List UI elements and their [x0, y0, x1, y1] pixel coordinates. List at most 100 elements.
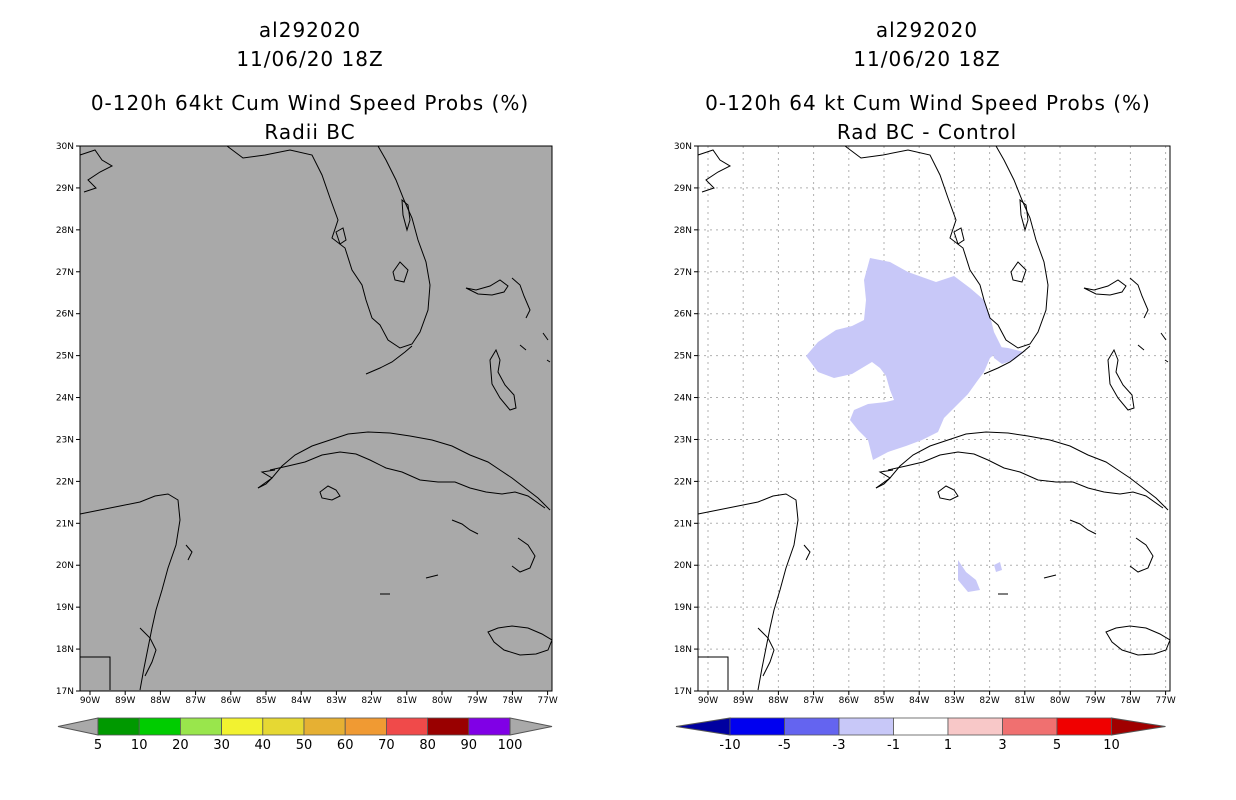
- lat-label: 19N: [56, 603, 74, 613]
- lat-label: 27N: [56, 268, 74, 278]
- lat-label: 29N: [674, 184, 692, 194]
- lat-label: 26N: [56, 310, 74, 320]
- right-colorbar: -10 -5 -3 -1 1 3 5 10: [675, 717, 1166, 753]
- lon-label: 84W: [291, 696, 311, 706]
- colorbar-high-triangle: [509, 717, 553, 736]
- lat-label: 22N: [674, 477, 692, 487]
- colorbar-swatch: [427, 717, 470, 736]
- colorbar-label: 5: [1053, 738, 1061, 753]
- colorbar-swatch: [893, 717, 949, 736]
- colorbar-label: 50: [296, 738, 313, 753]
- left-axis-ticks: 30N 29N 28N 27N 26N 25N 24N 23N 22N 21N 20N 19N 18N 1…: [56, 142, 558, 706]
- lat-label: 18N: [674, 645, 692, 655]
- lon-label: 89W: [115, 696, 135, 706]
- colorbar-swatch: [947, 717, 1003, 736]
- colorbar-swatch: [344, 717, 387, 736]
- colorbar-high-triangle: [1111, 717, 1166, 736]
- colorbar-swatch: [303, 717, 346, 736]
- right-title-date: 11/06/20 18Z: [853, 47, 1001, 71]
- left-map: 30N 29N 28N 27N 26N 25N 24N 23N 22N 21N 20N 19N 18N 1…: [56, 142, 558, 753]
- lat-label: 27N: [674, 268, 692, 278]
- lon-label: 78W: [502, 696, 522, 706]
- lon-label: 81W: [397, 696, 417, 706]
- right-map: 30N 29N 28N 27N 26N 25N 24N 23N 22N 21N 20N 19N 18N 1…: [674, 142, 1176, 753]
- lat-label: 30N: [674, 142, 692, 152]
- lon-label: 83W: [326, 696, 346, 706]
- lon-label: 77W: [1155, 696, 1175, 706]
- colorbar-label: 40: [255, 738, 272, 753]
- lon-label: 90W: [80, 696, 100, 706]
- lon-label: 87W: [803, 696, 823, 706]
- colorbar-swatch: [385, 717, 428, 736]
- colorbar-label: 1: [944, 738, 952, 753]
- lon-label: 82W: [361, 696, 381, 706]
- right-map-frame: [697, 145, 1171, 692]
- colorbar-swatch: [729, 717, 785, 736]
- lat-label: 23N: [56, 435, 74, 445]
- left-map-background: [80, 146, 552, 691]
- lat-label: 24N: [56, 394, 74, 404]
- right-title-subtitle: Rad BC - Control: [836, 120, 1018, 144]
- lon-label: 84W: [909, 696, 929, 706]
- lon-label: 80W: [432, 696, 452, 706]
- lat-label: 20N: [674, 561, 692, 571]
- colorbar-swatch: [468, 717, 511, 736]
- lat-label: 28N: [674, 226, 692, 236]
- lon-label: 81W: [1015, 696, 1035, 706]
- right-coastlines: [697, 145, 1171, 691]
- lon-label: 85W: [874, 696, 894, 706]
- lat-label: 26N: [674, 310, 692, 320]
- colorbar-swatch: [262, 717, 305, 736]
- right-gridlines: [698, 145, 1170, 692]
- right-axis-ticks: 30N 29N 28N 27N 26N 25N 24N 23N 22N 21N 20N 19N 18N 1…: [674, 142, 1176, 706]
- colorbar-label: 100: [498, 738, 523, 753]
- lat-label: 30N: [56, 142, 74, 152]
- colorbar-label: 20: [172, 738, 189, 753]
- lat-label: 25N: [56, 352, 74, 362]
- right-shaded-region: [806, 258, 1024, 592]
- lon-label: 85W: [256, 696, 276, 706]
- left-colorbar: 5 10 20 30 40 50 60 70 80 90 100: [57, 717, 553, 753]
- colorbar-swatch: [97, 717, 140, 736]
- lat-label: 21N: [56, 519, 74, 529]
- lon-label: 87W: [185, 696, 205, 706]
- lat-label: 20N: [56, 561, 74, 571]
- colorbar-low-triangle: [675, 717, 731, 736]
- lat-label: 19N: [674, 603, 692, 613]
- colorbar-swatch: [838, 717, 894, 736]
- lon-label: 88W: [768, 696, 788, 706]
- lon-label: 89W: [733, 696, 753, 706]
- lon-label: 90W: [698, 696, 718, 706]
- colorbar-label: 70: [378, 738, 395, 753]
- lon-label: 78W: [1120, 696, 1140, 706]
- left-title-subtitle: Radii BC: [264, 120, 356, 144]
- left-map-frame: [79, 145, 553, 692]
- colorbar-label: 10: [131, 738, 148, 753]
- colorbar-label: 3: [998, 738, 1006, 753]
- colorbar-low-triangle: [57, 717, 99, 736]
- lon-label: 79W: [467, 696, 487, 706]
- lon-label: 86W: [221, 696, 241, 706]
- colorbar-swatch: [1056, 717, 1112, 736]
- lon-label: 80W: [1050, 696, 1070, 706]
- lat-label: 23N: [674, 435, 692, 445]
- colorbar-label: -10: [719, 738, 740, 753]
- lat-label: 25N: [674, 352, 692, 362]
- colorbar-label: 5: [94, 738, 102, 753]
- lon-label: 83W: [944, 696, 964, 706]
- colorbar-label: 80: [419, 738, 436, 753]
- colorbar-label: 10: [1103, 738, 1120, 753]
- right-title-storm: al292020: [875, 18, 979, 42]
- colorbar-swatch: [179, 717, 222, 736]
- colorbar-swatch: [138, 717, 181, 736]
- left-title-date: 11/06/20 18Z: [236, 47, 384, 71]
- colorbar-label: -1: [887, 738, 900, 753]
- lon-label: 88W: [150, 696, 170, 706]
- lon-label: 82W: [979, 696, 999, 706]
- colorbar-swatch: [784, 717, 840, 736]
- lat-label: 22N: [56, 477, 74, 487]
- colorbar-label: 30: [213, 738, 230, 753]
- lon-label: 77W: [537, 696, 557, 706]
- right-title-product: 0-120h 64 kt Cum Wind Speed Probs (%): [705, 91, 1151, 115]
- colorbar-label: -3: [833, 738, 846, 753]
